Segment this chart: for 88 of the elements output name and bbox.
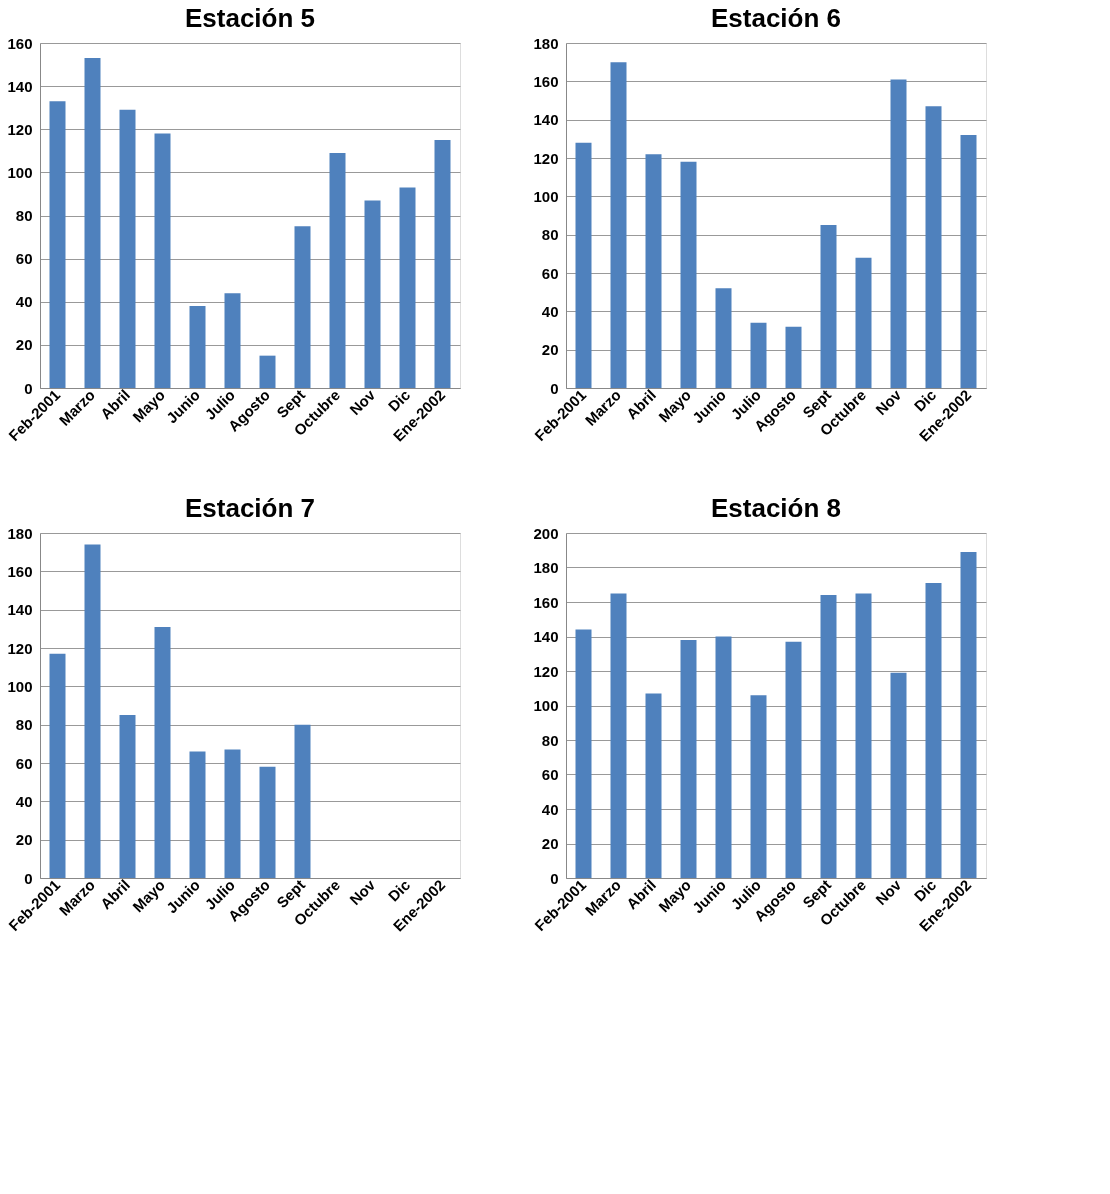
bar <box>890 79 907 388</box>
bar <box>154 626 171 878</box>
bar <box>49 101 66 388</box>
bar <box>855 593 872 878</box>
chart-title: Estación 7 <box>184 493 316 523</box>
y-tick-label: 140 <box>7 601 33 619</box>
bar <box>960 135 977 388</box>
chart-title: Estación 5 <box>184 3 316 33</box>
y-tick-label: 160 <box>533 72 559 90</box>
bar <box>925 583 942 878</box>
bar <box>154 133 171 388</box>
bar <box>84 58 101 388</box>
bar <box>750 695 767 878</box>
y-tick-label: 80 <box>15 716 33 734</box>
y-tick-label: 160 <box>7 34 33 52</box>
bar <box>329 152 346 388</box>
y-tick-label: 20 <box>541 341 559 359</box>
bar <box>855 257 872 388</box>
x-tick-label: Nov <box>872 875 905 909</box>
bar <box>119 109 136 388</box>
y-tick-label: 80 <box>541 731 559 749</box>
y-tick-label: 160 <box>533 593 559 611</box>
bar <box>399 187 416 388</box>
y-tick-label: 100 <box>533 697 559 714</box>
bar <box>960 551 977 878</box>
y-tick-label: 120 <box>533 662 559 680</box>
x-tick-label: Nov <box>346 385 379 419</box>
bar <box>645 693 662 878</box>
bar <box>224 293 241 388</box>
y-tick-label: 20 <box>15 831 33 849</box>
bar <box>680 639 697 878</box>
bar <box>610 593 627 878</box>
bar <box>189 751 206 878</box>
bar <box>610 62 627 388</box>
bar <box>680 161 697 388</box>
x-tick-label: Nov <box>872 385 905 419</box>
bar <box>750 322 767 388</box>
y-tick-label: 120 <box>7 639 33 657</box>
bar <box>715 288 732 388</box>
y-tick-label: 80 <box>541 226 559 244</box>
y-tick-label: 60 <box>541 766 559 783</box>
bar <box>84 544 101 878</box>
bar <box>434 140 451 388</box>
y-tick-label: 20 <box>541 835 559 852</box>
bar <box>715 636 732 878</box>
y-tick-label: 40 <box>15 792 33 810</box>
y-tick-label: 40 <box>541 800 559 818</box>
y-tick-label: 140 <box>7 77 33 95</box>
bar <box>575 142 592 388</box>
y-tick-label: 80 <box>15 207 33 224</box>
y-tick-label: 60 <box>15 250 33 268</box>
bar <box>364 200 381 388</box>
y-tick-label: 200 <box>533 524 559 542</box>
bar <box>294 226 311 388</box>
bar <box>645 154 662 388</box>
y-tick-label: 100 <box>7 163 33 181</box>
bar <box>119 715 136 878</box>
bar <box>820 595 837 878</box>
y-tick-label: 140 <box>533 628 559 645</box>
chart-title: Estación 6 <box>710 3 842 33</box>
y-tick-label: 160 <box>7 562 33 580</box>
bar <box>294 724 311 878</box>
bar <box>49 653 66 878</box>
y-tick-label: 180 <box>7 524 33 542</box>
y-tick-label: 120 <box>7 120 33 138</box>
bar <box>785 641 802 878</box>
y-tick-label: 40 <box>541 302 559 320</box>
y-tick-label: 180 <box>533 559 559 576</box>
chart-title: Estación 8 <box>710 493 842 523</box>
bar <box>890 672 907 878</box>
y-tick-label: 180 <box>533 34 559 52</box>
bar <box>820 225 837 388</box>
bar <box>925 106 942 388</box>
bar <box>189 306 206 388</box>
bar <box>259 355 276 388</box>
y-tick-label: 100 <box>533 187 559 205</box>
bar <box>575 629 592 878</box>
y-tick-label: 120 <box>533 149 559 167</box>
bar <box>224 749 241 878</box>
x-tick-label: Nov <box>346 875 379 909</box>
y-tick-label: 60 <box>541 264 559 282</box>
y-tick-label: 140 <box>533 111 559 129</box>
y-tick-label: 60 <box>15 754 33 772</box>
y-tick-label: 100 <box>7 677 33 695</box>
y-tick-label: 20 <box>15 336 33 354</box>
bar <box>259 766 276 878</box>
bar <box>785 326 802 388</box>
y-tick-label: 40 <box>15 293 33 311</box>
